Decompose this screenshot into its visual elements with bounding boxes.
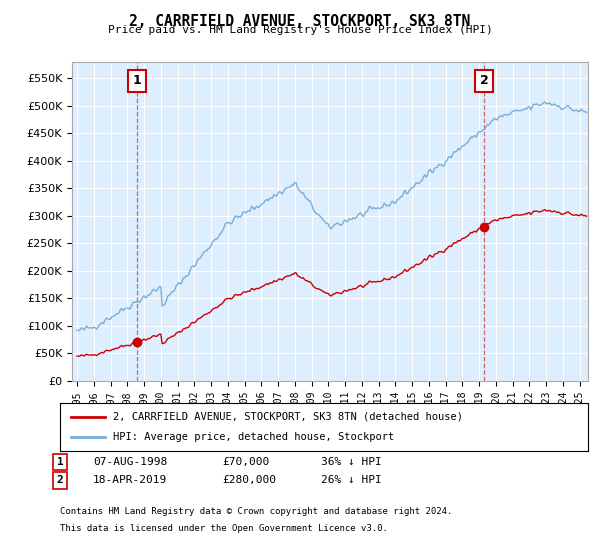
- Text: This data is licensed under the Open Government Licence v3.0.: This data is licensed under the Open Gov…: [60, 524, 388, 533]
- Text: 07-AUG-1998: 07-AUG-1998: [93, 457, 167, 467]
- Text: Price paid vs. HM Land Registry's House Price Index (HPI): Price paid vs. HM Land Registry's House …: [107, 25, 493, 35]
- Text: Contains HM Land Registry data © Crown copyright and database right 2024.: Contains HM Land Registry data © Crown c…: [60, 507, 452, 516]
- Text: 36% ↓ HPI: 36% ↓ HPI: [321, 457, 382, 467]
- Text: £280,000: £280,000: [222, 475, 276, 486]
- Text: HPI: Average price, detached house, Stockport: HPI: Average price, detached house, Stoc…: [113, 432, 394, 442]
- Text: 1: 1: [56, 457, 64, 467]
- Text: 2, CARRFIELD AVENUE, STOCKPORT, SK3 8TN (detached house): 2, CARRFIELD AVENUE, STOCKPORT, SK3 8TN …: [113, 412, 463, 422]
- Text: 18-APR-2019: 18-APR-2019: [93, 475, 167, 486]
- Text: 2: 2: [56, 475, 64, 486]
- Text: 2, CARRFIELD AVENUE, STOCKPORT, SK3 8TN: 2, CARRFIELD AVENUE, STOCKPORT, SK3 8TN: [130, 14, 470, 29]
- Text: 26% ↓ HPI: 26% ↓ HPI: [321, 475, 382, 486]
- Text: 2: 2: [479, 74, 488, 87]
- Text: £70,000: £70,000: [222, 457, 269, 467]
- Text: 1: 1: [133, 74, 142, 87]
